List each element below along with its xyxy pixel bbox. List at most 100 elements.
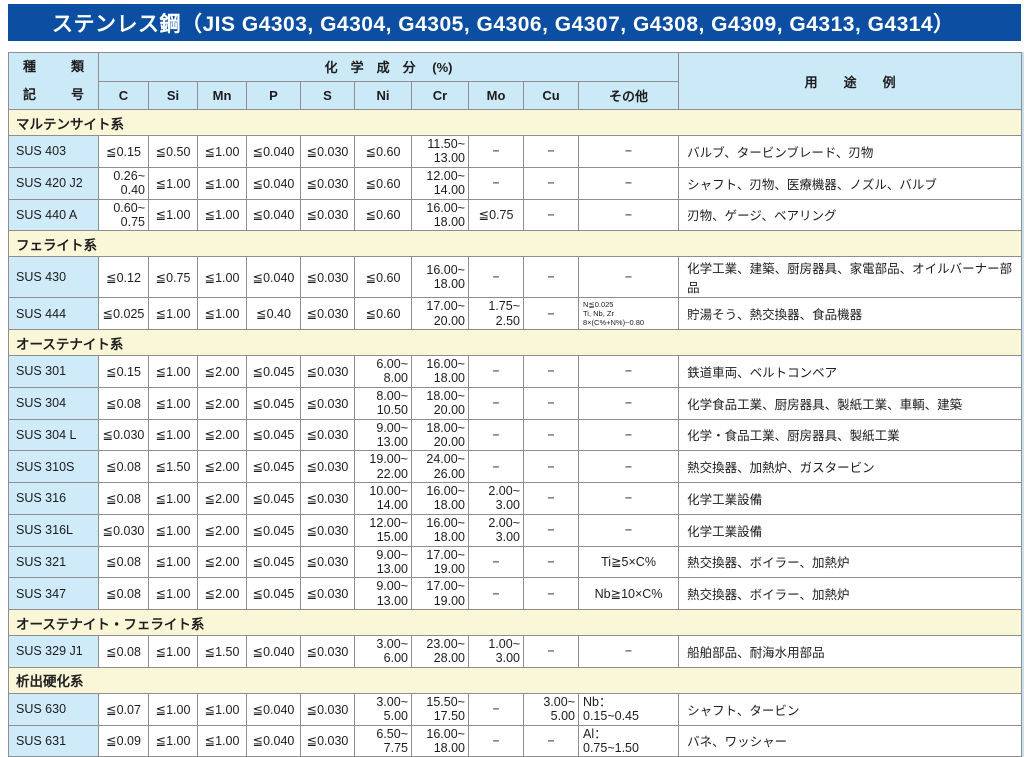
cell-cr: 11.50~ 13.00 bbox=[411, 135, 469, 168]
cell-c: ≦0.08 bbox=[98, 386, 149, 420]
cell-cu: − bbox=[523, 513, 579, 547]
cell-other: − bbox=[577, 256, 680, 299]
grade-code: SUS 310S bbox=[8, 450, 99, 483]
section-row: 析出硬化系 bbox=[7, 666, 1023, 694]
cell-mn: ≦2.00 bbox=[197, 545, 247, 579]
cell-si: ≦1.00 bbox=[148, 692, 198, 726]
cell-p: ≦0.045 bbox=[246, 386, 301, 420]
cell-c: ≦0.030 bbox=[98, 513, 149, 547]
cell-cr: 17.00~ 19.00 bbox=[411, 577, 469, 610]
cell-si: ≦1.00 bbox=[148, 577, 198, 610]
cell-si: ≦1.00 bbox=[148, 198, 198, 232]
cell-other: − bbox=[577, 482, 680, 515]
cell-si: ≦0.50 bbox=[148, 135, 198, 168]
cell-mn: ≦2.00 bbox=[197, 482, 247, 515]
cell-p: ≦0.040 bbox=[246, 692, 301, 726]
cell-si: ≦1.00 bbox=[148, 635, 198, 668]
grade-code: SUS 444 bbox=[8, 297, 99, 330]
page-title: ステンレス鋼（JIS G4303, G4304, G4305, G4306, G… bbox=[52, 12, 955, 36]
cell-s: ≦0.030 bbox=[300, 355, 355, 388]
cell-si: ≦1.00 bbox=[148, 166, 198, 200]
header-element-cr: Cr bbox=[411, 80, 469, 110]
cell-si: ≦1.00 bbox=[148, 418, 198, 452]
usage-examples: 熱交換器、ボイラー、加熱炉 bbox=[678, 577, 1023, 610]
cell-other: Al： 0.75~1.50 bbox=[577, 724, 680, 757]
header-kind-code: 種 類 記 号 bbox=[8, 52, 99, 110]
cell-si: ≦1.00 bbox=[148, 724, 198, 757]
usage-examples: シャフト、刃物、医療機器、ノズル、バルブ bbox=[678, 166, 1023, 200]
cell-p: ≦0.040 bbox=[246, 635, 301, 668]
cell-cr: 16.00~ 18.00 bbox=[411, 256, 469, 299]
cell-mo: − bbox=[468, 577, 524, 610]
cell-si: ≦1.00 bbox=[148, 386, 198, 420]
grade-code: SUS 301 bbox=[8, 355, 99, 388]
cell-mo: − bbox=[468, 692, 524, 726]
usage-examples: 化学・食品工業、厨房器具、製紙工業 bbox=[678, 418, 1023, 452]
cell-cu: − bbox=[523, 198, 579, 232]
table-row: SUS 304 L ≦0.030 ≦1.00 ≦2.00 ≦0.045 ≦0.030 9.0… bbox=[8, 418, 1023, 452]
cell-ni: 9.00~ 13.00 bbox=[354, 577, 412, 610]
cell-c: 0.60~ 0.75 bbox=[98, 198, 149, 232]
element-header-row: C Si Mn P S Ni Cr Mo Cu その他 bbox=[9, 80, 1022, 110]
cell-mo: − bbox=[468, 450, 524, 483]
table-row: SUS 310S ≦0.08 ≦1.50 ≦2.00 ≦0.045 ≦0.030 19.00… bbox=[8, 450, 1023, 483]
usage-examples: 刃物、ゲージ、ベアリング bbox=[678, 198, 1023, 232]
grade-code: SUS 440 A bbox=[8, 198, 99, 232]
cell-cu: − bbox=[523, 450, 579, 483]
header-element-s: S bbox=[300, 80, 355, 110]
cell-ni: ≦0.60 bbox=[354, 135, 412, 168]
cell-mo: 1.75~ 2.50 bbox=[468, 297, 524, 330]
section-row: フェライト系 bbox=[7, 230, 1023, 258]
grade-code: SUS 304 L bbox=[8, 418, 99, 452]
cell-p: ≦0.045 bbox=[246, 482, 301, 515]
cell-mn: ≦1.00 bbox=[197, 724, 247, 757]
cell-c: ≦0.08 bbox=[98, 545, 149, 579]
cell-si: ≦1.00 bbox=[148, 482, 198, 515]
cell-p: ≦0.045 bbox=[246, 418, 301, 452]
cell-other: − bbox=[577, 450, 680, 483]
grade-code: SUS 329 J1 bbox=[8, 635, 99, 668]
cell-ni: 6.00~ 8.00 bbox=[354, 355, 412, 388]
cell-cu: 3.00~ 5.00 bbox=[523, 692, 579, 726]
header-element-mo: Mo bbox=[468, 80, 524, 110]
cell-mn: ≦2.00 bbox=[197, 450, 247, 483]
header-code-label: 記 号 bbox=[23, 87, 84, 102]
usage-examples: バネ、ワッシャー bbox=[678, 724, 1023, 757]
cell-other: − bbox=[577, 635, 680, 668]
cell-c: ≦0.15 bbox=[98, 355, 149, 388]
cell-si: ≦1.00 bbox=[148, 297, 198, 330]
cell-p: ≦0.40 bbox=[246, 297, 301, 330]
cell-mo: 2.00~ 3.00 bbox=[468, 513, 524, 547]
cell-c: ≦0.025 bbox=[98, 297, 149, 330]
table-row: SUS 440 A 0.60~ 0.75 ≦1.00 ≦1.00 ≦0.040 ≦0.03… bbox=[8, 198, 1023, 232]
stainless-steel-table: 種 類 記 号 化 学 成 分 (%) 用 途 例 C Si Mn P S Ni… bbox=[7, 52, 1023, 757]
cell-s: ≦0.030 bbox=[300, 513, 355, 547]
grade-code: SUS 430 bbox=[8, 256, 99, 299]
cell-c: ≦0.15 bbox=[98, 135, 149, 168]
section-row: マルテンサイト系 bbox=[7, 109, 1023, 136]
grade-code: SUS 316 bbox=[8, 482, 99, 515]
cell-other: − bbox=[577, 198, 680, 232]
cell-s: ≦0.030 bbox=[300, 256, 355, 299]
cell-ni: 10.00~ 14.00 bbox=[354, 482, 412, 515]
section-row: オーステナイト系 bbox=[7, 329, 1023, 356]
cell-cu: − bbox=[523, 418, 579, 452]
cell-mo: 1.00~ 3.00 bbox=[468, 635, 524, 668]
cell-s: ≦0.030 bbox=[300, 482, 355, 515]
grade-code: SUS 347 bbox=[8, 577, 99, 610]
cell-s: ≦0.030 bbox=[300, 692, 355, 726]
cell-s: ≦0.030 bbox=[300, 545, 355, 579]
section-title: 析出硬化系 bbox=[7, 666, 1023, 694]
header-element-ni: Ni bbox=[354, 80, 412, 110]
cell-s: ≦0.030 bbox=[300, 166, 355, 200]
cell-mo: − bbox=[468, 166, 524, 200]
section-title: マルテンサイト系 bbox=[7, 109, 1023, 136]
section-title: オーステナイト・フェライト系 bbox=[7, 609, 1023, 636]
cell-other: N≦0.025 Ti, Nb, Zr 8×(C%+N%)~0.80 bbox=[577, 297, 680, 330]
cell-ni: 9.00~ 13.00 bbox=[354, 418, 412, 452]
cell-other: Nb≧10×C% bbox=[577, 577, 680, 610]
usage-examples: 化学工業設備 bbox=[678, 482, 1023, 515]
grade-code: SUS 321 bbox=[8, 545, 99, 579]
cell-cr: 18.00~ 20.00 bbox=[411, 386, 469, 420]
cell-si: ≦1.00 bbox=[148, 513, 198, 547]
